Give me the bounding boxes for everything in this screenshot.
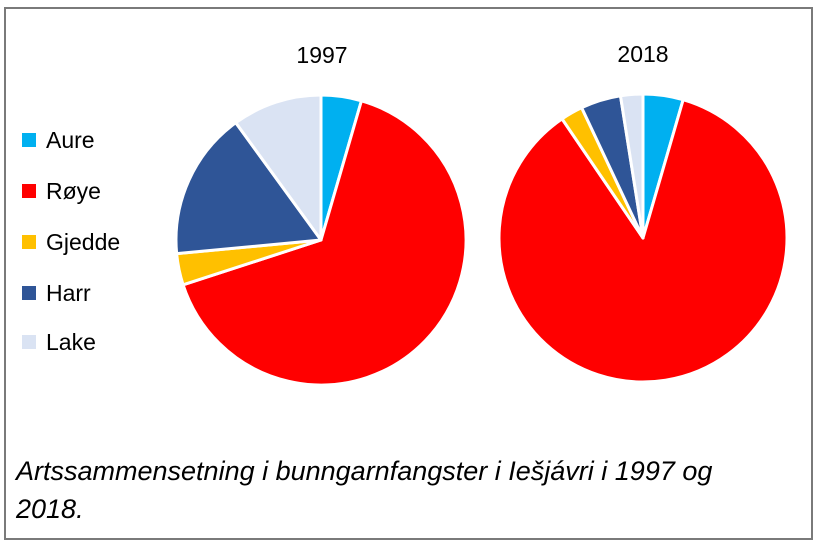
- legend-label-lake: Lake: [46, 328, 96, 355]
- legend-item-lake: Lake: [22, 328, 96, 355]
- legend-swatch-roye: [22, 184, 36, 198]
- legend-swatch-gjedde: [22, 235, 36, 249]
- legend-item-aure: Aure: [22, 126, 95, 153]
- legend-swatch-lake: [22, 335, 36, 349]
- legend-label-gjedde: Gjedde: [46, 228, 121, 255]
- legend-label-harr: Harr: [46, 279, 91, 306]
- figure-caption: Artssammensetning i bunngarnfangster i I…: [16, 456, 713, 524]
- pie-title-2018: 2018: [617, 41, 669, 67]
- legend-swatch-aure: [22, 133, 36, 147]
- pie-slice-1997-lake: [234, 93, 323, 242]
- legend-item-gjedde: Gjedde: [22, 228, 121, 255]
- pie-2018: [497, 92, 789, 384]
- pie-title-1997: 1997: [296, 42, 348, 68]
- pie-slice-1997-harr: [174, 121, 323, 256]
- legend-item-roye: Røye: [22, 177, 101, 204]
- legend-label-aure: Aure: [46, 126, 95, 153]
- pie-slice-1997-roye: [181, 99, 468, 387]
- pie-1997: [174, 93, 468, 387]
- legend-swatch-harr: [22, 286, 36, 300]
- legend-item-harr: Harr: [22, 279, 91, 306]
- pie-slice-2018-roye: [497, 98, 789, 384]
- pie-slice-2018-lake: [618, 92, 645, 240]
- legend-label-roye: Røye: [46, 177, 101, 204]
